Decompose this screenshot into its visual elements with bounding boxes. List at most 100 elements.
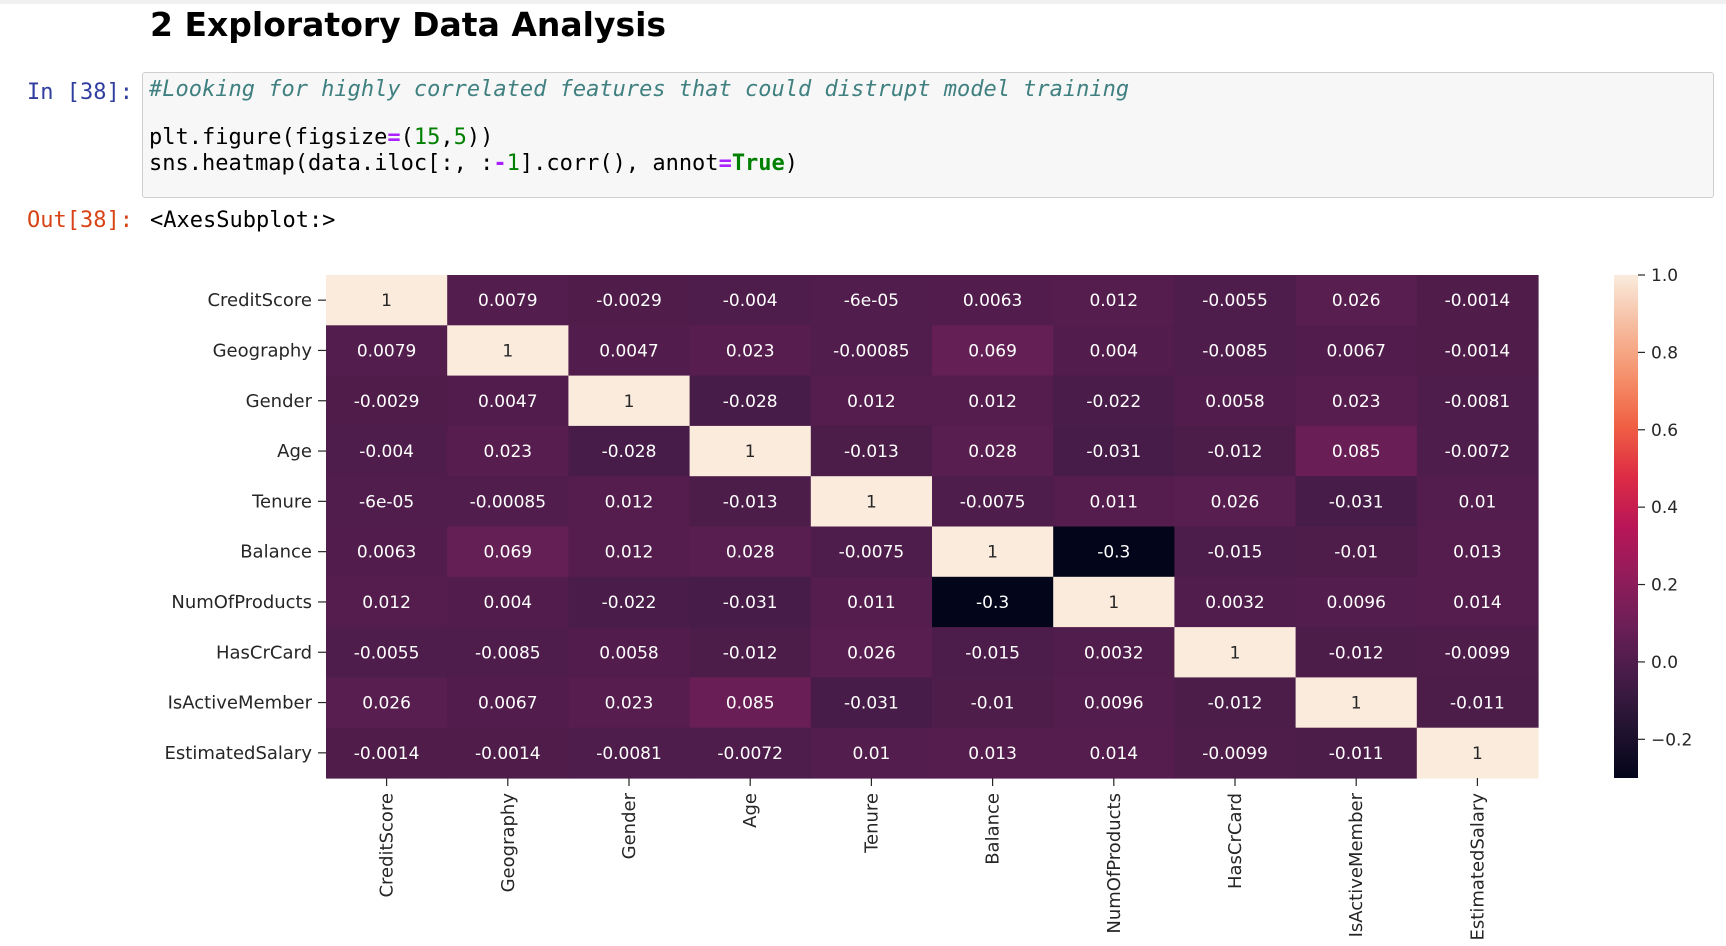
column-label: Tenure [861, 793, 882, 854]
cell-annotation: -0.0014 [1445, 291, 1511, 311]
cell-annotation: 0.085 [726, 694, 775, 714]
heatmap-cell [1416, 677, 1539, 729]
cell-annotation: -0.0055 [354, 643, 420, 663]
cell-annotation: 0.069 [483, 543, 532, 563]
cell-annotation: -0.012 [1208, 442, 1263, 462]
cell-annotation: -0.3 [976, 593, 1009, 613]
cell-annotation: 0.014 [1089, 744, 1138, 764]
heatmap-cell [1416, 526, 1539, 578]
heatmap-cell [1416, 727, 1539, 779]
cell-annotation: 0.023 [1332, 392, 1381, 412]
cell-annotation: -0.031 [1329, 492, 1384, 512]
heatmap-cell [932, 425, 1054, 477]
heatmap-cell [932, 727, 1054, 779]
heatmap-cell [1053, 627, 1175, 678]
heatmap-cell [568, 627, 691, 678]
heatmap-cell [810, 727, 933, 779]
heatmap-cell [326, 526, 448, 578]
column-label: Balance [983, 793, 1004, 865]
heatmap-cell [447, 375, 569, 427]
heatmap-cell [568, 425, 691, 477]
code-line-2: plt.figure(figsize=(15,5)) [149, 125, 493, 150]
cell-annotation: -0.0014 [1445, 341, 1511, 361]
heatmap-cell [1174, 425, 1297, 477]
cell-annotation: 0.004 [483, 593, 532, 613]
heatmap-cell [1416, 425, 1539, 477]
cell-annotation: -6e-05 [359, 492, 414, 512]
code-token: )) [466, 125, 494, 150]
cell-annotation: 0.023 [483, 442, 532, 462]
row-label: Balance [240, 542, 312, 563]
code-cell-editor[interactable]: #Looking for highly correlated features … [142, 72, 1714, 198]
heatmap-cell [932, 627, 1054, 678]
cell-annotation: 1 [1230, 643, 1241, 663]
heatmap-cell [447, 275, 569, 326]
heatmap-cell [1053, 576, 1175, 628]
colorbar-tick-label: 0.6 [1651, 421, 1678, 441]
cell-annotation: 0.01 [1458, 492, 1496, 512]
cell-annotation: -0.0081 [1445, 392, 1511, 412]
cell-annotation: 0.011 [1089, 492, 1138, 512]
heatmap-cell [1416, 576, 1539, 628]
heatmap-cell [932, 677, 1054, 729]
cell-annotation: -0.004 [723, 291, 778, 311]
heatmap-cell [689, 325, 812, 377]
cell-annotation: 0.012 [1089, 291, 1138, 311]
heatmap-cell [810, 325, 933, 377]
heatmap-cell [1295, 526, 1418, 578]
cell-annotation: -0.028 [602, 442, 657, 462]
code-token: ( [400, 125, 414, 150]
heatmap-cell [568, 476, 691, 528]
cell-annotation: -0.012 [723, 643, 778, 663]
cell-annotation: 1 [502, 341, 513, 361]
column-label: Gender [619, 792, 640, 859]
column-label: NumOfProducts [1104, 793, 1125, 934]
heatmap-cell [689, 275, 812, 326]
cell-annotation: 0.028 [968, 442, 1017, 462]
cell-annotation: 0.01 [852, 744, 890, 764]
output-text: <AxesSubplot:> [150, 208, 336, 233]
heatmap-cell [1416, 627, 1539, 678]
cell-annotation: 0.0067 [1326, 341, 1385, 361]
cell-annotation: 1 [987, 543, 998, 563]
heatmap-cell [1416, 325, 1539, 377]
cell-annotation: 0.012 [362, 593, 411, 613]
column-label: HasCrCard [1225, 793, 1246, 889]
top-border [0, 0, 1726, 4]
cell-annotation: 0.014 [1453, 593, 1502, 613]
cell-annotation: -0.0014 [475, 744, 541, 764]
heatmap-cell [1053, 425, 1175, 477]
heatmap-cell [810, 627, 933, 678]
row-label: Tenure [251, 491, 312, 512]
code-operator: - [493, 151, 507, 176]
cell-annotation: 1 [1351, 694, 1362, 714]
heatmap-cell [1416, 275, 1539, 326]
column-label: Age [740, 793, 761, 828]
cell-annotation: -0.031 [723, 593, 778, 613]
cell-annotation: -0.01 [1334, 543, 1378, 563]
heatmap-cell [1053, 526, 1175, 578]
code-token: sns.heatmap(data.iloc[:, : [149, 151, 494, 176]
cell-annotation: 0.0096 [1326, 593, 1385, 613]
heatmap-cell [1295, 275, 1418, 326]
heatmap-cell [1174, 677, 1297, 729]
cell-annotation: 0.0032 [1084, 643, 1143, 663]
cell-annotation: 0.023 [726, 341, 775, 361]
heatmap-cell [1053, 476, 1175, 528]
cell-annotation: 0.0058 [599, 643, 658, 663]
code-token: ) [784, 151, 799, 176]
cell-annotation: -0.031 [844, 694, 899, 714]
cell-annotation: -0.013 [844, 442, 899, 462]
code-operator: = [718, 151, 732, 176]
heatmap-cell [326, 425, 448, 477]
cell-annotation: 0.069 [968, 341, 1017, 361]
code-comment: #Looking for highly correlated features … [149, 77, 1130, 102]
row-label: EstimatedSalary [165, 743, 313, 764]
heatmap-cell [326, 677, 448, 729]
heatmap-cell [447, 727, 569, 779]
cell-annotation: -0.0099 [1202, 744, 1268, 764]
cell-annotation: -0.0085 [475, 643, 541, 663]
column-label: IsActiveMember [1346, 792, 1367, 937]
cell-annotation: -0.0029 [596, 291, 662, 311]
cell-annotation: 1 [1472, 744, 1483, 764]
